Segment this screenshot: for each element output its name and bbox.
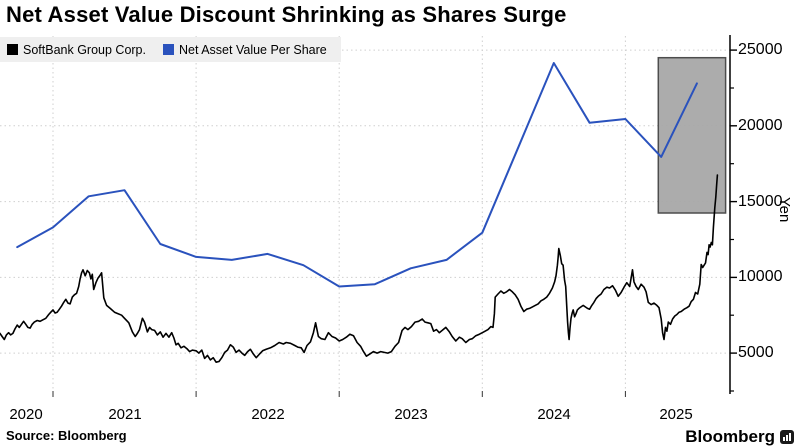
x-tick-label: 2022 (251, 406, 285, 423)
legend-label-nav: Net Asset Value Per Share (178, 42, 327, 57)
legend-item-nav: Net Asset Value Per Share (162, 42, 327, 57)
y-tick-label: 10000 (738, 268, 783, 285)
y-tick-label: 15000 (738, 193, 783, 210)
x-tick-label: 2023 (394, 406, 428, 423)
source-label: Source: Bloomberg (6, 428, 127, 443)
legend: SoftBank Group Corp. Net Asset Value Per… (0, 37, 341, 62)
bloomberg-logo: Bloomberg (685, 427, 794, 447)
softbank-price-line (0, 174, 719, 364)
highlight-box (657, 56, 727, 214)
legend-label-softbank: SoftBank Group Corp. (23, 42, 146, 57)
y-tick-label: 25000 (738, 41, 783, 58)
legend-swatch-nav-icon (162, 44, 174, 55)
y-axis-title: Yen (776, 197, 793, 223)
x-tick-label: 2024 (537, 406, 571, 423)
x-tick-label: 2025 (659, 406, 693, 423)
x-tick-label: 2021 (108, 406, 142, 423)
legend-item-softbank: SoftBank Group Corp. (7, 43, 146, 57)
bloomberg-logo-icon (780, 430, 794, 444)
y-tick-label: 5000 (738, 344, 774, 361)
chart-title: Net Asset Value Discount Shrinking as Sh… (6, 2, 567, 27)
y-tick-label: 20000 (738, 117, 783, 134)
x-tick-label: 2020 (9, 406, 43, 423)
bloomberg-wordmark: Bloomberg (685, 427, 775, 446)
nav-per-share-line (16, 62, 698, 288)
legend-swatch-softbank-icon (7, 44, 18, 55)
